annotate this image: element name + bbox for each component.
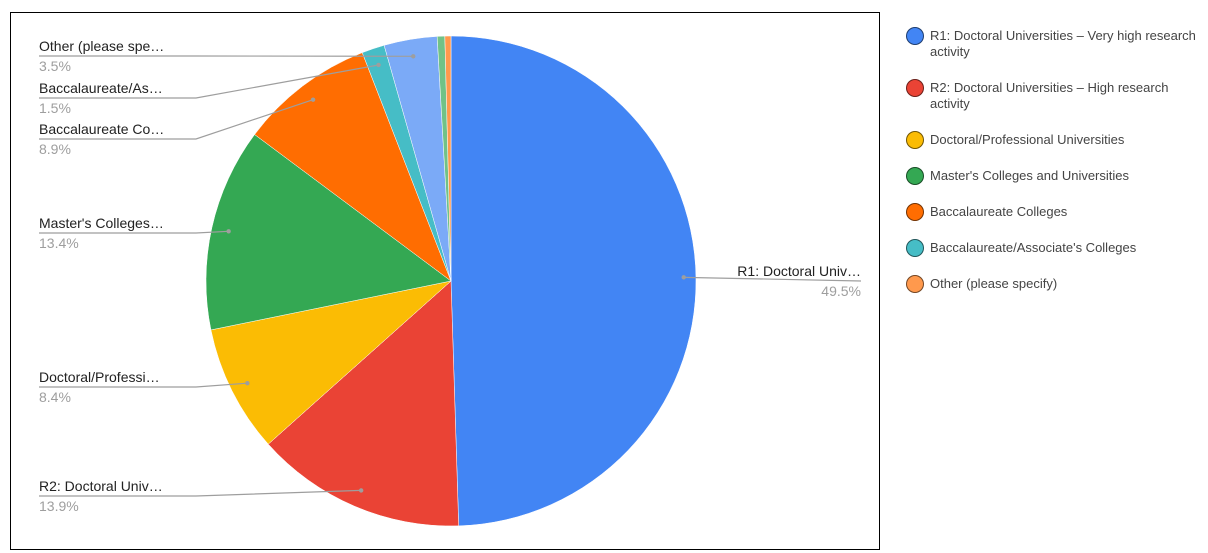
slice-label-name: Other (please spe… xyxy=(39,38,164,54)
pie-slice-r2[interactable] xyxy=(267,280,459,527)
legend-swatch xyxy=(906,79,924,97)
legend-swatch xyxy=(906,239,924,257)
legend-swatch xyxy=(906,27,924,45)
leader-dot xyxy=(226,229,231,234)
slice-label-percent: 1.5% xyxy=(39,100,71,116)
leader-line xyxy=(39,99,314,140)
leader-line xyxy=(39,382,248,388)
pie-slice-masters[interactable] xyxy=(205,134,452,331)
pie-slice-r1[interactable] xyxy=(450,35,697,527)
leader-dot xyxy=(358,488,364,493)
legend: R1: Doctoral Universities – Very high re… xyxy=(906,27,1202,312)
legend-item-r2[interactable]: R2: Doctoral Universities – High researc… xyxy=(906,79,1202,112)
slice-label-percent: 8.9% xyxy=(39,141,71,157)
legend-label: Baccalaureate/Associate's Colleges xyxy=(930,240,1137,255)
slice-label-name: Baccalaureate/As… xyxy=(39,80,163,96)
slice-label-percent: 13.4% xyxy=(39,235,79,251)
pie-slice-minor-8[interactable] xyxy=(444,35,452,282)
legend-item-baccalaureate[interactable]: Baccalaureate Colleges xyxy=(906,203,1202,221)
slice-label-name: Master's Colleges… xyxy=(39,215,164,231)
slice-label-percent: 13.9% xyxy=(39,498,79,514)
slice-label-percent: 8.4% xyxy=(39,389,71,405)
legend-item-other[interactable]: Other (please specify) xyxy=(906,275,1202,293)
legend-label: Master's Colleges and Universities xyxy=(930,168,1130,183)
legend-item-baccalaureate-associates[interactable]: Baccalaureate/Associate's Colleges xyxy=(906,239,1202,257)
chart-area: R1: Doctoral Univ… 49.5% R2: Doctoral Univ… xyxy=(10,12,880,550)
legend-swatch xyxy=(906,203,924,221)
legend-swatch xyxy=(906,131,924,149)
legend-item-doctoral-professional[interactable]: Doctoral/Professional Universities xyxy=(906,131,1202,149)
legend-item-r1[interactable]: R1: Doctoral Universities – Very high re… xyxy=(906,27,1202,60)
legend-label: R1: Doctoral Universities – Very high re… xyxy=(930,28,1196,59)
slice-label-name: R2: Doctoral Univ… xyxy=(39,478,163,494)
pie-slice-baccalaureate[interactable] xyxy=(254,52,452,282)
legend-label: R2: Doctoral Universities – High researc… xyxy=(930,80,1169,111)
leader-dot xyxy=(310,97,316,102)
slice-label-percent: 3.5% xyxy=(39,58,71,74)
legend-swatch xyxy=(906,275,924,293)
pie-slice-doctoral-professional[interactable] xyxy=(210,280,452,445)
legend-label: Other (please specify) xyxy=(930,276,1058,291)
slice-label-percent: 49.5% xyxy=(821,283,861,299)
leader-line xyxy=(39,64,379,99)
leader-line xyxy=(683,276,862,282)
leader-dot xyxy=(681,275,686,280)
legend-label: Doctoral/Professional Universities xyxy=(930,132,1125,147)
legend-item-masters[interactable]: Master's Colleges and Universities xyxy=(906,167,1202,185)
pie-chart: R1: Doctoral Univ… 49.5% R2: Doctoral Univ… xyxy=(39,35,862,527)
leader-dot xyxy=(411,54,416,59)
leader-line xyxy=(39,230,229,234)
slice-label-name: Baccalaureate Co… xyxy=(39,121,164,137)
legend-swatch xyxy=(906,167,924,185)
legend-label: Baccalaureate Colleges xyxy=(930,204,1068,219)
leader-dot xyxy=(376,62,381,68)
slice-label-name: Doctoral/Professi… xyxy=(39,369,160,385)
leader-line xyxy=(39,489,362,497)
leader-dot xyxy=(245,380,250,386)
slice-label-name: R1: Doctoral Univ… xyxy=(737,263,861,279)
